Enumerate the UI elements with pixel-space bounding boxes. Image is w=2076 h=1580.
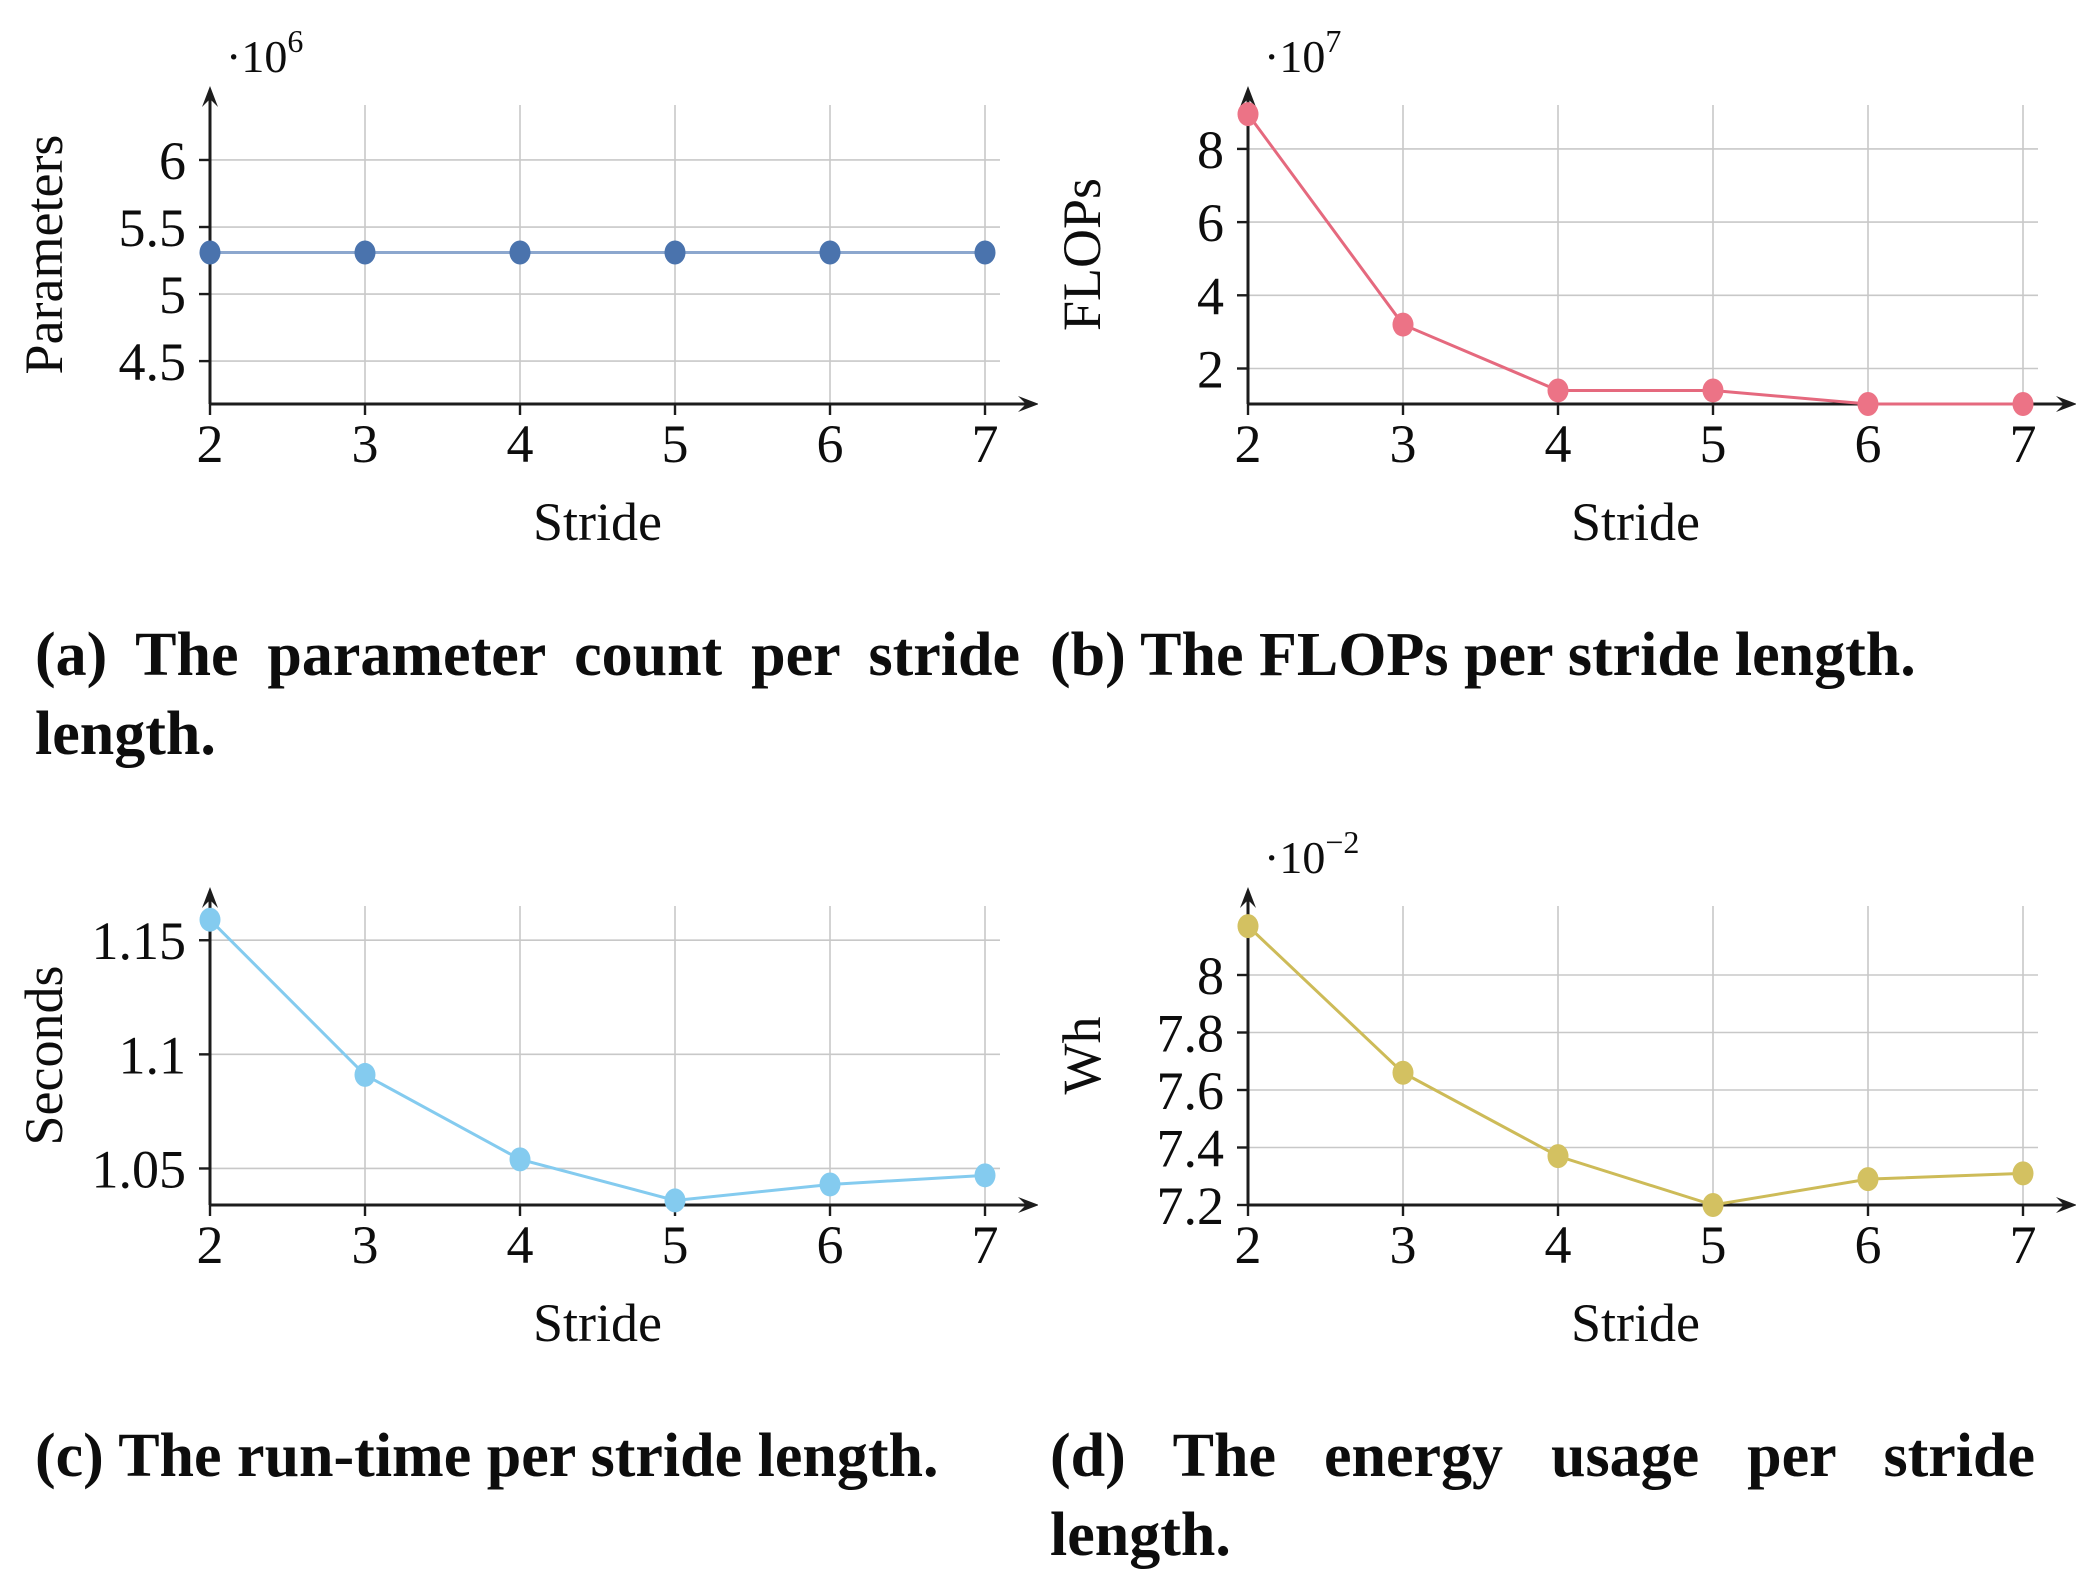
data-point bbox=[2012, 1161, 2034, 1186]
x-tick-label: 4 bbox=[1545, 1215, 1572, 1275]
x-tick-label: 2 bbox=[197, 1215, 224, 1275]
x-tick-label: 2 bbox=[1235, 1215, 1262, 1275]
data-point bbox=[1702, 1192, 1724, 1217]
panel-a: 4.5 5 5.5 6 2 3 4 5 6 7 ·106 Stride Parameters (a) T… bbox=[0, 0, 1038, 775]
x-axis-arrow bbox=[1018, 1196, 1038, 1213]
y-axis-label: FLOPs bbox=[1052, 178, 1112, 331]
x-axis-label: Stride bbox=[1571, 1293, 1700, 1353]
x-axis-arrow bbox=[2056, 1196, 2076, 1213]
y-tick-label: 1.05 bbox=[92, 1139, 187, 1199]
chart-energy-per-stride: 7.27.47.67.88 2 3 4 5 6 7 ·10−2 Stride Wh bbox=[1052, 824, 2076, 1353]
y-tick-label: 6 bbox=[1197, 193, 1224, 253]
data-point bbox=[1547, 1143, 1569, 1168]
x-tick-label: 6 bbox=[817, 1215, 844, 1275]
y-tick-label: 5.5 bbox=[119, 198, 187, 258]
y-axis-arrow bbox=[202, 886, 218, 908]
y-tick-label: 7.4 bbox=[1157, 1118, 1225, 1178]
x-tick-label: 4 bbox=[1545, 414, 1572, 474]
data-point bbox=[664, 1188, 686, 1213]
panel-c: 1.05 1.1 1.15 2 3 4 5 6 7 Stride Seconds (c) The r… bbox=[0, 775, 1038, 1576]
x-tick-label: 5 bbox=[662, 1215, 689, 1275]
x-tick-label: 4 bbox=[507, 414, 534, 474]
y-tick-label: 7.2 bbox=[1157, 1176, 1225, 1236]
y-axis-label: Seconds bbox=[14, 965, 74, 1145]
x-tick-label: 3 bbox=[1390, 1215, 1417, 1275]
caption-a: (a) The parameter count per stride lengt… bbox=[35, 621, 1020, 769]
data-point bbox=[974, 240, 996, 265]
x-tick-label: 3 bbox=[1390, 414, 1417, 474]
data-point bbox=[819, 240, 841, 265]
x-tick-label: 5 bbox=[1700, 414, 1727, 474]
x-tick-label: 5 bbox=[662, 414, 689, 474]
y-tick-label: 6 bbox=[159, 131, 186, 191]
y-tick-label: 2 bbox=[1197, 340, 1224, 400]
data-point bbox=[1392, 1060, 1414, 1085]
y-tick-label: 5 bbox=[159, 265, 186, 325]
y-axis-arrow bbox=[1240, 886, 1256, 908]
y-tick-label: 4 bbox=[1197, 266, 1224, 326]
x-axis-arrow bbox=[2056, 396, 2076, 412]
x-tick-label: 7 bbox=[2010, 1215, 2037, 1275]
caption-b: (b) The FLOPs per stride length. bbox=[1050, 621, 1916, 689]
caption-c: (c) The run-time per stride length. bbox=[35, 1421, 939, 1490]
y-tick-label: 7.6 bbox=[1157, 1061, 1225, 1121]
data-point bbox=[1237, 102, 1259, 127]
data-point bbox=[354, 1062, 376, 1087]
data-point bbox=[1857, 1166, 1879, 1191]
data-point bbox=[199, 240, 221, 265]
x-axis-label: Stride bbox=[1571, 492, 1700, 552]
y-axis-label: Wh bbox=[1052, 1016, 1112, 1094]
y-tick-label: 7.8 bbox=[1157, 1003, 1225, 1063]
data-point bbox=[2012, 392, 2034, 416]
data-point bbox=[1547, 378, 1569, 403]
x-tick-label: 7 bbox=[972, 414, 999, 474]
data-point bbox=[509, 240, 531, 265]
chart-parameters-per-stride: 4.5 5 5.5 6 2 3 4 5 6 7 ·106 Stride Parameters bbox=[14, 23, 1038, 552]
caption-d: (d) The energy usage per stride length. bbox=[1050, 1421, 2035, 1570]
x-tick-label: 4 bbox=[507, 1215, 534, 1275]
x-tick-label: 6 bbox=[1855, 1215, 1882, 1275]
y-axis-label: Parameters bbox=[14, 135, 74, 375]
x-axis-arrow bbox=[1018, 396, 1038, 412]
data-point bbox=[974, 1163, 996, 1188]
axis-multiplier-label: ·107 bbox=[1264, 23, 1341, 82]
x-tick-label: 2 bbox=[197, 414, 224, 474]
data-point bbox=[1392, 312, 1414, 337]
panel-b: 2 4 6 8 2 3 4 5 6 7 ·107 Stride FLOPs (b) The FLOPs … bbox=[1038, 0, 2076, 775]
y-axis-arrow bbox=[202, 86, 218, 107]
data-point bbox=[354, 240, 376, 265]
data-point bbox=[1237, 913, 1259, 938]
y-axis-arrow bbox=[1240, 86, 1256, 107]
data-line bbox=[1246, 113, 2023, 406]
chart-runtime-per-stride: 1.05 1.1 1.15 2 3 4 5 6 7 Stride Seconds bbox=[14, 886, 1038, 1353]
data-line bbox=[1246, 924, 2024, 1207]
x-axis-label: Stride bbox=[533, 492, 662, 552]
x-tick-label: 6 bbox=[817, 414, 844, 474]
data-point bbox=[664, 240, 686, 265]
x-axis-label: Stride bbox=[533, 1293, 662, 1353]
y-tick-label: 8 bbox=[1197, 946, 1224, 1006]
axis-multiplier-label: ·106 bbox=[226, 23, 303, 82]
panel-d: 7.2 7.4 7.6 7.8 8 2 3 4 5 6 7 ·10−2 Stride Wh (d) The… bbox=[1038, 775, 2076, 1576]
y-tick-label: 4.5 bbox=[119, 332, 187, 392]
x-tick-label: 2 bbox=[1235, 414, 1262, 474]
x-tick-label: 7 bbox=[972, 1215, 999, 1275]
data-point bbox=[199, 907, 221, 932]
chart-flops-per-stride: 2 4 6 8 2 3 4 5 6 7 ·107 Stride FLOPs bbox=[1052, 23, 2076, 552]
x-tick-label: 3 bbox=[352, 1215, 379, 1275]
axis-multiplier-label: ·10−2 bbox=[1264, 824, 1359, 883]
x-tick-label: 5 bbox=[1700, 1215, 1727, 1275]
x-tick-label: 3 bbox=[352, 414, 379, 474]
data-point bbox=[509, 1147, 531, 1172]
y-tick-label: 1.1 bbox=[119, 1025, 187, 1085]
y-tick-label: 1.15 bbox=[92, 911, 187, 971]
data-point bbox=[1702, 378, 1724, 403]
y-tick-label: 8 bbox=[1197, 120, 1224, 180]
x-tick-label: 6 bbox=[1855, 414, 1882, 474]
data-point bbox=[819, 1172, 841, 1197]
data-point bbox=[1857, 392, 1879, 416]
data-line bbox=[208, 918, 986, 1202]
x-tick-label: 7 bbox=[2010, 414, 2037, 474]
